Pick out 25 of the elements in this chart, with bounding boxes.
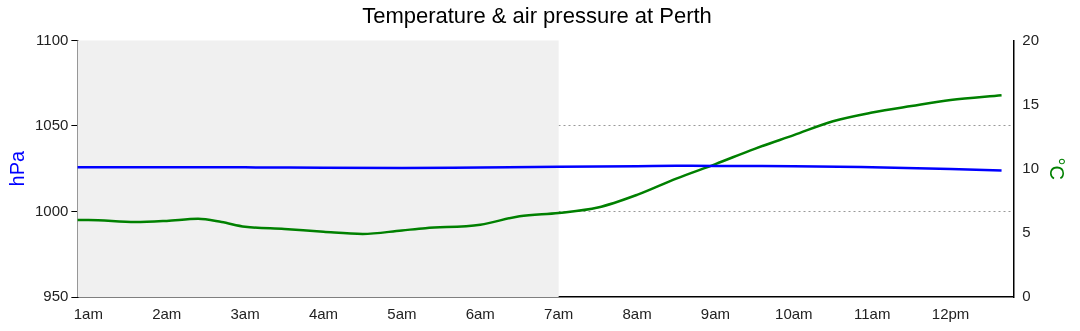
y2-tick-label: 0 — [1022, 287, 1031, 305]
y-axis-title: hPa — [5, 150, 28, 187]
x-tick-label: 3am — [230, 305, 260, 323]
x-tick-label: 1am — [73, 305, 103, 323]
y2-tick-label: 10 — [1022, 158, 1039, 176]
x-tick-label: 9am — [700, 305, 731, 323]
chart-title: Temperature & air pressure at Perth — [362, 3, 712, 29]
y2-tick-label: 15 — [1022, 94, 1039, 112]
y2-tick-label: 20 — [1022, 30, 1039, 48]
x-tick-label: 2am — [152, 305, 182, 323]
x-tick-label: 10am — [775, 305, 813, 323]
x-tick-label: 6am — [465, 305, 495, 323]
x-tick-label: 8am — [622, 305, 652, 323]
y-tick-label: 1100 — [36, 30, 69, 48]
line-series — [77, 93, 1003, 236]
x-tick-label: 12pm — [931, 305, 970, 323]
y2-axis-title: °C — [1046, 157, 1069, 180]
x-tick-label: 7am — [544, 305, 574, 323]
x-tick-label: 5am — [387, 305, 417, 323]
y-tick-label: 1000 — [34, 201, 69, 219]
y2-tick-label: 5 — [1022, 222, 1031, 240]
x-tick-label: 4am — [308, 305, 339, 323]
y-tick-label: 950 — [43, 287, 69, 305]
y-tick-label: 1050 — [34, 116, 69, 134]
x-tick-label: 11am — [854, 305, 891, 323]
